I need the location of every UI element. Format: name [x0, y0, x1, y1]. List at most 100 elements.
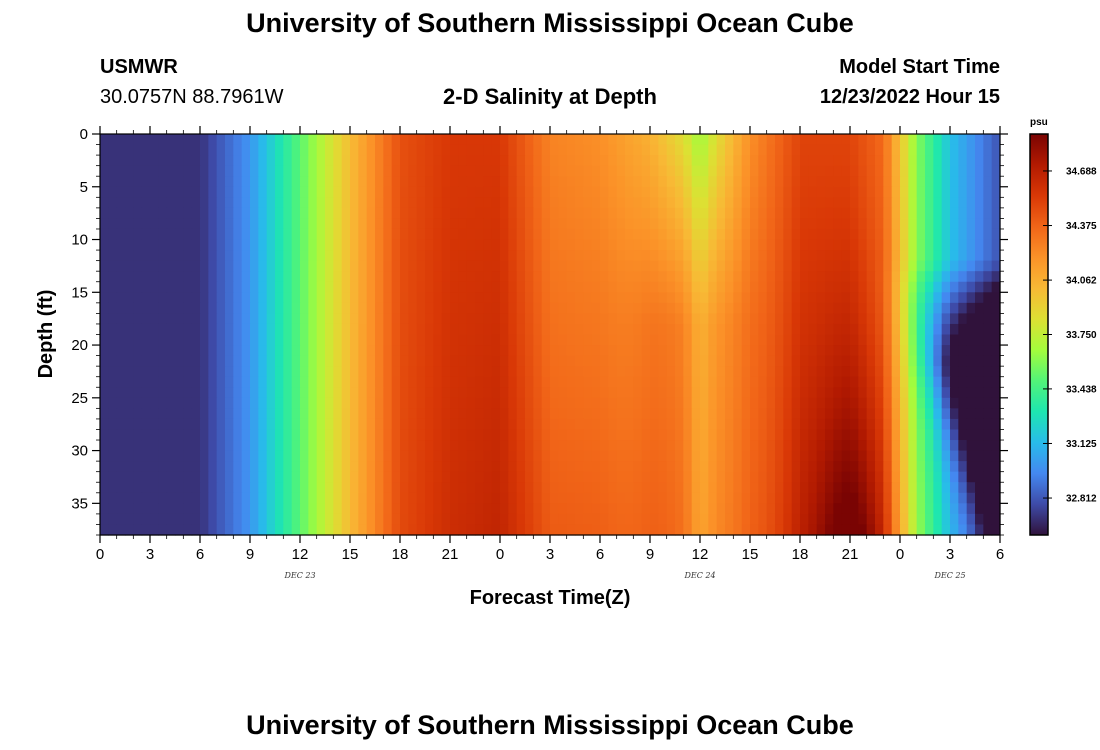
heatmap-cell	[550, 302, 559, 314]
heatmap-cell	[316, 387, 326, 399]
heatmap-cell	[783, 144, 793, 156]
heatmap-cell	[600, 155, 609, 167]
heatmap-cell	[841, 471, 851, 483]
heatmap-cell	[966, 492, 976, 504]
heatmap-cell	[591, 524, 601, 536]
heatmap-cell	[950, 207, 959, 220]
heatmap-cell	[766, 461, 776, 473]
heatmap-cell	[183, 228, 193, 241]
heatmap-cell	[225, 492, 234, 504]
heatmap-cell	[341, 397, 351, 409]
heatmap-cell	[666, 134, 676, 146]
heatmap-cell	[616, 513, 626, 526]
heatmap-cell	[900, 408, 909, 420]
y-tick-label: 30	[71, 443, 88, 460]
heatmap-cell	[533, 250, 543, 262]
heatmap-cell	[875, 345, 884, 357]
heatmap-cell	[916, 376, 926, 388]
heatmap-cell	[741, 260, 751, 272]
heatmap-cell	[208, 239, 218, 251]
heatmap-cell	[866, 471, 876, 483]
heatmap-cell	[408, 292, 418, 304]
heatmap-cell	[983, 471, 993, 483]
heatmap-cell	[475, 418, 484, 431]
heatmap-cell	[508, 397, 518, 409]
heatmap-cell	[233, 397, 243, 409]
heatmap-cell	[550, 250, 559, 262]
heatmap-cell	[308, 197, 318, 209]
heatmap-cell	[283, 429, 293, 441]
heatmap-cell	[791, 165, 801, 177]
heatmap-cell	[575, 482, 584, 494]
heatmap-cell	[333, 207, 343, 220]
heatmap-cell	[366, 513, 376, 526]
heatmap-cell	[175, 492, 184, 504]
heatmap-cell	[575, 513, 584, 526]
heatmap-cell	[941, 144, 951, 156]
heatmap-cell	[708, 313, 718, 325]
heatmap-cell	[633, 197, 643, 209]
heatmap-cell	[658, 334, 668, 346]
heatmap-cell	[258, 429, 268, 441]
heatmap-cell	[450, 471, 459, 483]
heatmap-cell	[491, 281, 501, 293]
heatmap-cell	[675, 334, 684, 346]
heatmap-cell	[750, 144, 759, 156]
heatmap-cell	[166, 165, 176, 177]
heatmap-cell	[925, 408, 934, 420]
heatmap-cell	[775, 197, 784, 209]
heatmap-cell	[533, 440, 543, 452]
heatmap-cell	[725, 165, 734, 177]
heatmap-cell	[633, 345, 643, 357]
heatmap-cell	[841, 186, 851, 198]
heatmap-cell	[800, 165, 809, 177]
heatmap-cell	[416, 260, 426, 272]
heatmap-cell	[966, 228, 976, 241]
heatmap-cell	[841, 134, 851, 146]
heatmap-cell	[841, 302, 851, 314]
heatmap-cell	[133, 524, 143, 536]
heatmap-cell	[341, 450, 351, 462]
heatmap-cell	[191, 218, 201, 230]
heatmap-cell	[741, 186, 751, 198]
heatmap-cell	[533, 418, 543, 431]
heatmap-cell	[725, 418, 734, 431]
heatmap-cell	[425, 345, 434, 357]
heatmap-cell	[750, 440, 759, 452]
heatmap-cell	[275, 323, 284, 336]
heatmap-cell	[983, 503, 993, 515]
heatmap-cell	[225, 144, 234, 156]
heatmap-cell	[950, 440, 959, 452]
heatmap-cell	[241, 271, 251, 283]
heatmap-cell	[425, 302, 434, 314]
heatmap-cell	[333, 250, 343, 262]
heatmap-cell	[308, 440, 318, 452]
heatmap-cell	[633, 250, 643, 262]
heatmap-cell	[616, 492, 626, 504]
heatmap-cell	[266, 239, 276, 251]
heatmap-cell	[208, 134, 218, 146]
heatmap-cell	[916, 408, 926, 420]
heatmap-cell	[500, 345, 509, 357]
heatmap-cell	[975, 334, 984, 346]
heatmap-cell	[783, 292, 793, 304]
heatmap-cell	[491, 165, 501, 177]
heatmap-cell	[291, 376, 301, 388]
heatmap-cell	[550, 461, 559, 473]
heatmap-cell	[550, 323, 559, 336]
heatmap-cell	[775, 345, 784, 357]
heatmap-cell	[366, 418, 376, 431]
heatmap-cell	[416, 134, 426, 146]
heatmap-cell	[675, 492, 684, 504]
heatmap-cell	[958, 165, 968, 177]
heatmap-cell	[175, 302, 184, 314]
heatmap-cell	[816, 260, 826, 272]
heatmap-cell	[266, 302, 276, 314]
heatmap-cell	[883, 355, 893, 367]
heatmap-cell	[600, 429, 609, 441]
heatmap-cell	[883, 513, 893, 526]
heatmap-cell	[383, 239, 393, 251]
heatmap-cell	[750, 260, 759, 272]
heatmap-cell	[766, 503, 776, 515]
heatmap-cell	[491, 429, 501, 441]
